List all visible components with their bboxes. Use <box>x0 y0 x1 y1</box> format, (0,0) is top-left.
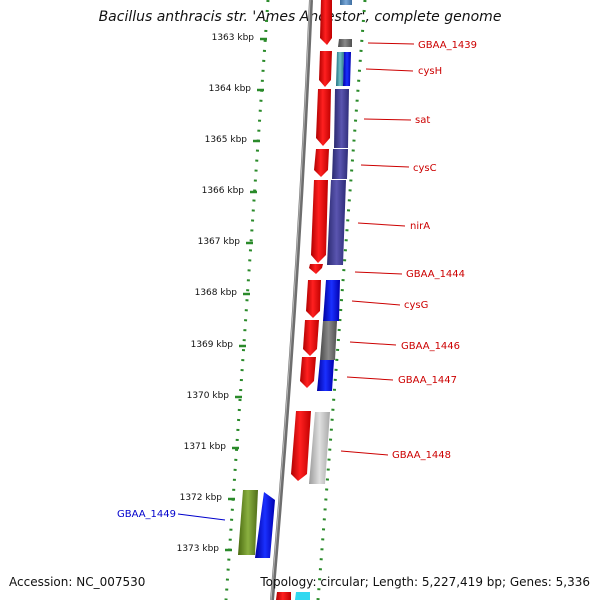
feature-label: GBAA_1444 <box>406 269 465 280</box>
feature-gbaa-1439-cat <box>338 39 352 47</box>
category-track-features <box>295 0 352 600</box>
left-labels: GBAA_1449 <box>117 509 176 520</box>
feature-gbaa-1439-fwd <box>320 0 332 45</box>
forward-strand-features <box>276 0 332 600</box>
feature-cysh-cat-teal <box>336 52 344 86</box>
accession-label: Accession: NC_007530 <box>9 575 146 589</box>
scale-tick-label: 1371 kbp <box>184 442 227 452</box>
feature-cysh-fwd <box>319 51 332 87</box>
feature-label: sat <box>415 115 430 126</box>
scale-tick-label: 1368 kbp <box>195 288 238 298</box>
left-label-line <box>177 513 226 521</box>
feature-top-steel <box>340 0 352 5</box>
scale-tick-label: 1367 kbp <box>198 237 241 247</box>
feature-cysh-cat-blue <box>343 52 351 86</box>
feature-gbaa-1444-fwd <box>309 264 323 274</box>
feature-label: GBAA_1446 <box>401 341 460 352</box>
feature-gbaa-1448-cat <box>309 412 330 484</box>
scale-tick-label: 1366 kbp <box>202 186 245 196</box>
feature-gbaa-1449-blue <box>255 492 275 558</box>
feature-sat-cat <box>334 89 349 148</box>
feature-gbaa-1448-fwd <box>291 411 311 481</box>
right-labels: GBAA_1439 cysH sat cysC nirA GBAA_1444 cysG GBA… <box>392 40 477 461</box>
feature-label: cysC <box>413 163 437 174</box>
feature-gbaa-1446-cat <box>320 321 337 360</box>
map-title: Bacillus anthracis str. 'Ames Ancestor',… <box>98 9 502 25</box>
feature-cysc-fwd <box>314 149 329 177</box>
scale-tick-label: 1363 kbp <box>212 33 255 43</box>
scale-ticks: 1363 kbp 1364 kbp 1365 kbp 1366 kbp 1367 kbp… <box>177 33 267 554</box>
feature-nira-fwd <box>311 180 328 263</box>
feature-label: GBAA_1447 <box>398 375 457 386</box>
genome-backbone-highlight <box>270 0 311 600</box>
genome-backbone <box>270 0 313 600</box>
feature-gbaa-1447-cat <box>317 360 334 391</box>
feature-gbaa-1449-olive <box>238 490 258 555</box>
feature-gbaa-1446-fwd <box>303 320 319 356</box>
scale-track-inner <box>316 0 367 600</box>
genome-summary: Topology: circular; Length: 5,227,419 bp… <box>260 575 590 589</box>
feature-bottom-fwd <box>276 592 291 600</box>
feature-label: nirA <box>410 221 430 232</box>
feature-label: cysH <box>418 66 442 77</box>
scale-tick-label: 1373 kbp <box>177 544 220 554</box>
feature-label: GBAA_1448 <box>392 450 451 461</box>
right-label-lines <box>340 42 415 456</box>
scale-tick-label: 1364 kbp <box>209 84 252 94</box>
scale-tick-label: 1365 kbp <box>205 135 248 145</box>
scale-tick-label: 1370 kbp <box>187 391 230 401</box>
feature-gbaa-1447-fwd <box>300 357 316 388</box>
feature-label: GBAA_1449 <box>117 509 176 520</box>
feature-cysg-fwd <box>306 280 321 318</box>
scale-tick-label: 1369 kbp <box>191 340 234 350</box>
feature-label: cysG <box>404 300 428 311</box>
feature-label: GBAA_1439 <box>418 40 477 51</box>
feature-cysc-cat <box>332 149 348 179</box>
feature-cysg-cat <box>323 280 340 321</box>
feature-nira-cat <box>327 180 346 265</box>
feature-sat-fwd <box>316 89 331 146</box>
left-features <box>238 490 275 558</box>
scale-tick-label: 1372 kbp <box>180 493 223 503</box>
feature-bottom-cyan <box>295 592 310 600</box>
